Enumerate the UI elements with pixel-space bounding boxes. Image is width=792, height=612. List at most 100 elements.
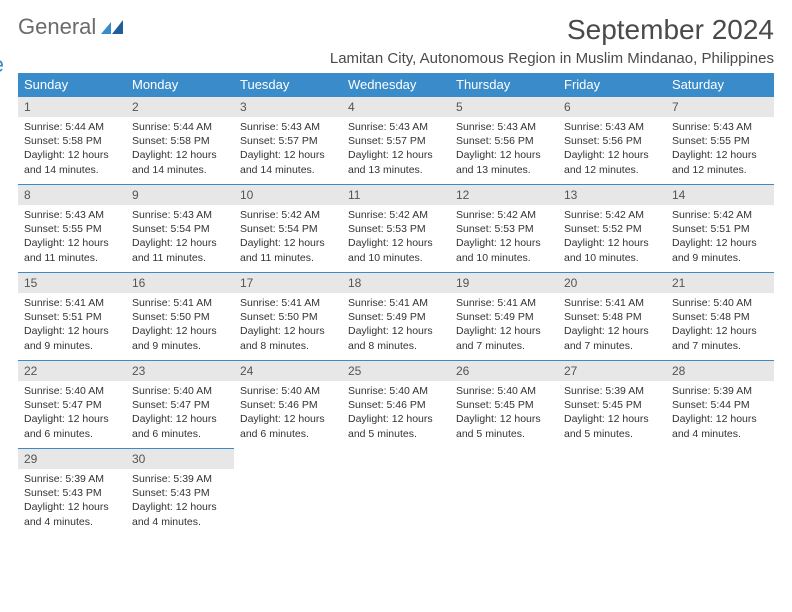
day-body: Sunrise: 5:40 AMSunset: 5:45 PMDaylight:… xyxy=(450,381,558,445)
day-line-sr: Sunrise: 5:43 AM xyxy=(564,120,660,134)
day-body: Sunrise: 5:42 AMSunset: 5:54 PMDaylight:… xyxy=(234,205,342,269)
day-line-sr: Sunrise: 5:41 AM xyxy=(564,296,660,310)
day-body: Sunrise: 5:44 AMSunset: 5:58 PMDaylight:… xyxy=(18,117,126,181)
day-number: 5 xyxy=(450,97,558,117)
weekday-wednesday: Wednesday xyxy=(342,73,450,97)
day-line-d1: Daylight: 12 hours xyxy=(672,324,768,338)
day-body: Sunrise: 5:41 AMSunset: 5:49 PMDaylight:… xyxy=(450,293,558,357)
day-line-ss: Sunset: 5:50 PM xyxy=(240,310,336,324)
day-line-ss: Sunset: 5:48 PM xyxy=(672,310,768,324)
day-line-d2: and 7 minutes. xyxy=(456,339,552,353)
day-number: 13 xyxy=(558,185,666,205)
day-line-ss: Sunset: 5:45 PM xyxy=(456,398,552,412)
day-line-d2: and 6 minutes. xyxy=(24,427,120,441)
day-body: Sunrise: 5:43 AMSunset: 5:57 PMDaylight:… xyxy=(234,117,342,181)
calendar-cell: 5Sunrise: 5:43 AMSunset: 5:56 PMDaylight… xyxy=(450,97,558,185)
day-line-d2: and 5 minutes. xyxy=(348,427,444,441)
weekday-sunday: Sunday xyxy=(18,73,126,97)
day-line-ss: Sunset: 5:49 PM xyxy=(456,310,552,324)
day-line-d1: Daylight: 12 hours xyxy=(240,236,336,250)
day-number: 15 xyxy=(18,273,126,293)
day-line-sr: Sunrise: 5:43 AM xyxy=(24,208,120,222)
day-line-ss: Sunset: 5:54 PM xyxy=(132,222,228,236)
day-number: 4 xyxy=(342,97,450,117)
day-line-d2: and 10 minutes. xyxy=(564,251,660,265)
calendar-cell: 17 Sunrise: 5:41 AMSunset: 5:50 PMDayligh… xyxy=(234,273,342,361)
day-line-d1: Daylight: 12 hours xyxy=(132,412,228,426)
day-body: Sunrise: 5:43 AMSunset: 5:55 PMDaylight:… xyxy=(18,205,126,269)
month-title: September 2024 xyxy=(330,14,774,46)
day-number: 29 xyxy=(18,449,126,469)
day-line-sr: Sunrise: 5:39 AM xyxy=(24,472,120,486)
day-line-sr: Sunrise: 5:42 AM xyxy=(456,208,552,222)
day-body: Sunrise: 5:43 AMSunset: 5:55 PMDaylight:… xyxy=(666,117,774,181)
calendar-cell: 3Sunrise: 5:43 AMSunset: 5:57 PMDaylight… xyxy=(234,97,342,185)
day-number: 30 xyxy=(126,449,234,469)
day-line-ss: Sunset: 5:51 PM xyxy=(672,222,768,236)
day-line-d1: Daylight: 12 hours xyxy=(672,412,768,426)
calendar-cell: 28Sunrise: 5:39 AMSunset: 5:44 PMDayligh… xyxy=(666,361,774,449)
day-number: 19 xyxy=(450,273,558,293)
day-line-sr: Sunrise: 5:41 AM xyxy=(240,296,336,310)
calendar-cell: 26Sunrise: 5:40 AMSunset: 5:45 PMDayligh… xyxy=(450,361,558,449)
day-body: Sunrise: 5:39 AMSunset: 5:45 PMDaylight:… xyxy=(558,381,666,445)
calendar-cell xyxy=(234,449,342,537)
day-line-ss: Sunset: 5:49 PM xyxy=(348,310,444,324)
logo-text-general: General xyxy=(18,14,96,39)
day-line-d1: Daylight: 12 hours xyxy=(132,148,228,162)
weekday-header-row: Sunday Monday Tuesday Wednesday Thursday… xyxy=(18,73,774,97)
day-line-d1: Daylight: 12 hours xyxy=(24,500,120,514)
day-number: 2 xyxy=(126,97,234,117)
calendar-cell: 18Sunrise: 5:41 AMSunset: 5:49 PMDayligh… xyxy=(342,273,450,361)
day-number: 27 xyxy=(558,361,666,381)
day-body: Sunrise: 5:43 AMSunset: 5:56 PMDaylight:… xyxy=(450,117,558,181)
day-line-ss: Sunset: 5:58 PM xyxy=(132,134,228,148)
day-body: Sunrise: 5:40 AMSunset: 5:47 PMDaylight:… xyxy=(126,381,234,445)
weekday-monday: Monday xyxy=(126,73,234,97)
day-line-ss: Sunset: 5:54 PM xyxy=(240,222,336,236)
day-number: 14 xyxy=(666,185,774,205)
day-number: 23 xyxy=(126,361,234,381)
day-line-sr: Sunrise: 5:41 AM xyxy=(24,296,120,310)
day-line-d2: and 10 minutes. xyxy=(456,251,552,265)
day-line-sr: Sunrise: 5:43 AM xyxy=(456,120,552,134)
calendar-row: 1Sunrise: 5:44 AMSunset: 5:58 PMDaylight… xyxy=(18,97,774,185)
day-line-sr: Sunrise: 5:41 AM xyxy=(132,296,228,310)
day-line-sr: Sunrise: 5:41 AM xyxy=(348,296,444,310)
day-line-d2: and 5 minutes. xyxy=(456,427,552,441)
day-line-d2: and 8 minutes. xyxy=(348,339,444,353)
calendar-cell: 22Sunrise: 5:40 AMSunset: 5:47 PMDayligh… xyxy=(18,361,126,449)
day-body: Sunrise: 5:39 AMSunset: 5:44 PMDaylight:… xyxy=(666,381,774,445)
calendar-cell: 2Sunrise: 5:44 AMSunset: 5:58 PMDaylight… xyxy=(126,97,234,185)
day-body: Sunrise: 5:43 AMSunset: 5:57 PMDaylight:… xyxy=(342,117,450,181)
day-line-ss: Sunset: 5:55 PM xyxy=(672,134,768,148)
day-line-sr: Sunrise: 5:43 AM xyxy=(672,120,768,134)
day-line-d1: Daylight: 12 hours xyxy=(132,500,228,514)
day-line-sr: Sunrise: 5:39 AM xyxy=(672,384,768,398)
calendar-cell: 29 Sunrise: 5:39 AMSunset: 5:43 PMDayligh… xyxy=(18,449,126,537)
day-line-d2: and 14 minutes. xyxy=(132,163,228,177)
day-number: 12 xyxy=(450,185,558,205)
day-body: Sunrise: 5:43 AMSunset: 5:54 PMDaylight:… xyxy=(126,205,234,269)
day-line-d1: Daylight: 12 hours xyxy=(240,324,336,338)
day-line-ss: Sunset: 5:43 PM xyxy=(24,486,120,500)
day-line-ss: Sunset: 5:50 PM xyxy=(132,310,228,324)
day-body: Sunrise: 5:40 AMSunset: 5:46 PMDaylight:… xyxy=(234,381,342,445)
calendar-cell: 9Sunrise: 5:43 AMSunset: 5:54 PMDaylight… xyxy=(126,185,234,273)
day-body: Sunrise: 5:41 AMSunset: 5:51 PMDaylight:… xyxy=(18,293,126,357)
calendar-table: Sunday Monday Tuesday Wednesday Thursday… xyxy=(18,73,774,537)
day-line-d1: Daylight: 12 hours xyxy=(564,236,660,250)
day-line-ss: Sunset: 5:55 PM xyxy=(24,222,120,236)
calendar-cell: 30Sunrise: 5:39 AMSunset: 5:43 PMDayligh… xyxy=(126,449,234,537)
day-line-d2: and 4 minutes. xyxy=(672,427,768,441)
calendar-cell: 4Sunrise: 5:43 AMSunset: 5:57 PMDaylight… xyxy=(342,97,450,185)
day-line-d2: and 7 minutes. xyxy=(672,339,768,353)
day-number: 28 xyxy=(666,361,774,381)
calendar-row: 15Sunrise: 5:41 AMSunset: 5:51 PMDayligh… xyxy=(18,273,774,361)
day-number: 9 xyxy=(126,185,234,205)
day-line-d1: Daylight: 12 hours xyxy=(348,412,444,426)
day-line-d2: and 9 minutes. xyxy=(132,339,228,353)
logo-text-blue: Blue xyxy=(0,52,4,77)
day-line-d2: and 8 minutes. xyxy=(240,339,336,353)
day-number: 17 xyxy=(234,273,342,293)
